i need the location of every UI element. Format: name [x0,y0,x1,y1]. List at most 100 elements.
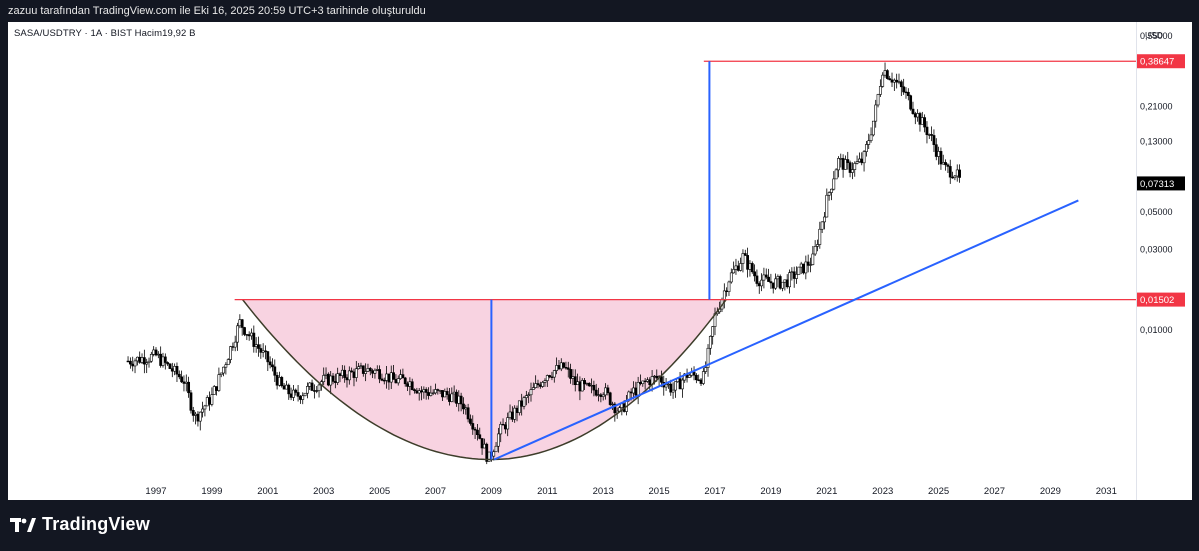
candle-body [343,369,347,378]
candle-body [620,403,624,408]
candle-body [795,274,798,279]
candle-body [781,281,784,289]
candle-body [170,368,174,372]
x-tick-label: 2027 [984,486,1005,497]
candle-body [534,383,538,388]
candle-body [732,269,736,274]
candle-body [250,332,253,337]
candle-body [920,117,924,125]
candle-body [830,188,833,193]
candle-body [361,365,365,374]
candle-body [692,371,696,376]
cup-arc [242,299,727,461]
candle-body [469,418,472,424]
candle-body [466,407,470,420]
candle-body [501,423,505,426]
candle-body [569,369,572,379]
candle-body [674,381,677,391]
candle-body [706,347,710,368]
x-tick-label: 2013 [593,486,614,497]
candle-body [925,126,929,136]
candle-body [264,350,267,352]
candle-body [156,353,160,356]
candle-body [312,390,316,392]
candle-body [885,70,889,79]
candle-body [753,271,756,277]
candle-body [899,81,903,88]
candle-body [294,389,298,393]
y-axis: 0,55000 0,21000 0,13000 0,05000 0,03000 0,010… [1137,31,1185,335]
cup-layer [242,299,727,460]
candle-body [476,429,479,436]
candle-body [785,279,789,288]
candle-body [273,366,277,376]
candle-body [708,336,712,349]
candle-body [462,403,465,410]
candle-body [855,161,859,164]
candle-body [257,344,260,349]
candle-body [729,272,733,283]
candle-body [373,369,377,374]
candle-body [680,379,684,390]
brand[interactable]: TradingView [10,514,150,535]
candle-body [697,379,701,381]
candle-body [480,438,484,449]
candle-body [557,365,561,370]
candle-body [601,394,605,397]
candle-body [913,113,917,118]
candle-body [403,377,407,385]
candle-body [576,381,579,386]
candle-body [904,91,908,94]
candle-body [678,378,682,390]
candle-body [506,417,510,430]
candle-body [389,372,393,383]
trendline [493,199,1079,461]
candle-body [632,387,635,394]
candle-body [548,375,552,378]
candle-body [613,403,617,414]
candle-body [653,375,656,378]
candle-body [739,263,743,271]
candle-body [531,387,535,390]
candle-body [802,263,805,274]
price-chart[interactable]: 1997 1999 2001 2003 2005 2007 2009 2011 2013 2015… [8,22,1192,500]
candle-body [517,400,521,413]
candle-body [769,281,773,284]
currency-label[interactable]: USD [1145,30,1163,40]
candle-body [594,389,598,396]
candle-body [760,279,763,287]
candle-body [415,390,419,394]
x-tick-label: 2009 [481,486,502,497]
candle-body [911,108,915,114]
candle-body [809,264,812,266]
candle-body [287,384,291,395]
y-tick-label: 0,03000 [1140,244,1173,254]
candle-body [271,364,274,368]
candle-body [774,278,777,289]
candle-body [133,360,137,367]
chart-panel[interactable]: 1997 1999 2001 2003 2005 2007 2009 2011 2013 2015… [8,22,1192,500]
candle-body [916,113,920,118]
candle-body [231,346,235,348]
candle-body [142,357,146,365]
candle-body [930,134,934,136]
candle-body [585,383,589,385]
price-label-text: 0,07313 [1140,179,1174,190]
candle-body [198,411,202,422]
candle-body [890,79,894,83]
candle-body [145,362,149,365]
candle-body [387,373,391,383]
candle-body [608,392,612,405]
candle-body [878,86,882,95]
candle-body [399,374,402,379]
candle-body [417,390,421,394]
candle-body [371,370,375,374]
candle-body [948,166,952,178]
candle-body [431,392,435,394]
candle-body [436,389,440,391]
x-tick-label: 2015 [649,486,670,497]
candle-body [315,390,319,392]
x-tick-label: 2005 [369,486,390,497]
candle-body [408,381,412,387]
candle-body [711,326,715,337]
